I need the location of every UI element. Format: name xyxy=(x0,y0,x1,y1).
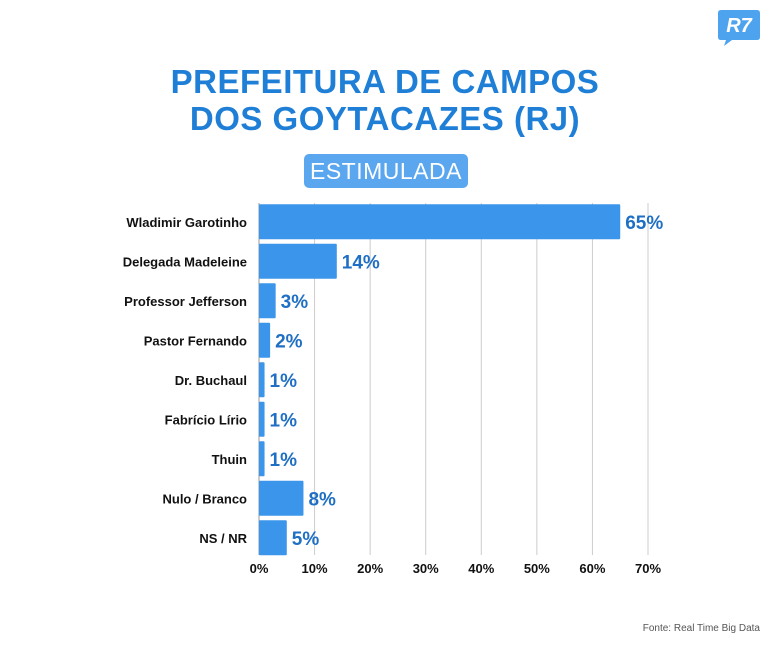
value-label: 8% xyxy=(308,489,336,510)
value-label: 1% xyxy=(270,371,298,392)
value-label: 1% xyxy=(270,410,298,431)
bar-chart: 0% 10% 20% 30% 40% 50% 60% 70% Wladimir Garotinh… xyxy=(123,203,663,576)
bar xyxy=(259,283,276,319)
value-label: 14% xyxy=(342,252,380,273)
bar xyxy=(259,204,621,240)
bar xyxy=(259,401,265,437)
bar xyxy=(259,520,287,556)
title-line-1: PREFEITURA DE CAMPOS xyxy=(170,63,600,100)
source-note: Fonte: Real Time Big Data xyxy=(642,623,760,634)
bar xyxy=(259,362,265,398)
category-label: Dr. Buchaul xyxy=(175,373,247,388)
x-tick-label: 70% xyxy=(635,561,661,576)
category-label: Fabrício Lírio xyxy=(165,412,247,427)
poll-type-badge: ESTIMULADA xyxy=(304,154,468,188)
bar xyxy=(259,480,304,516)
category-label: Wladimir Garotinho xyxy=(126,215,247,230)
value-label: 65% xyxy=(625,213,663,234)
x-tick-label: 30% xyxy=(413,561,439,576)
chart-title: PREFEITURA DE CAMPOS DOS GOYTACAZES (RJ) xyxy=(0,63,770,137)
category-label: Thuin xyxy=(212,452,247,467)
category-label: Delegada Madeleine xyxy=(123,254,247,269)
logo-text: R7 xyxy=(726,15,752,37)
x-tick-label: 50% xyxy=(524,561,550,576)
bar xyxy=(259,322,271,358)
category-label: Pastor Fernando xyxy=(144,333,247,348)
value-label: 2% xyxy=(275,331,303,352)
title-line-2: DOS GOYTACAZES (RJ) xyxy=(189,100,581,137)
x-tick-label: 20% xyxy=(357,561,383,576)
logo-bubble xyxy=(718,10,760,46)
x-tick-label: 10% xyxy=(302,561,328,576)
r7-logo: R7 xyxy=(718,10,760,46)
x-tick-label: 40% xyxy=(468,561,494,576)
value-label: 5% xyxy=(292,529,320,550)
bar xyxy=(259,243,337,279)
bar xyxy=(259,441,265,477)
value-label: 1% xyxy=(270,450,298,471)
x-tick-label: 60% xyxy=(579,561,605,576)
value-label: 3% xyxy=(281,292,309,313)
x-tick-label: 0% xyxy=(250,561,269,576)
category-label: Nulo / Branco xyxy=(162,491,247,506)
category-label: NS / NR xyxy=(199,531,247,546)
category-label: Professor Jefferson xyxy=(124,294,247,309)
